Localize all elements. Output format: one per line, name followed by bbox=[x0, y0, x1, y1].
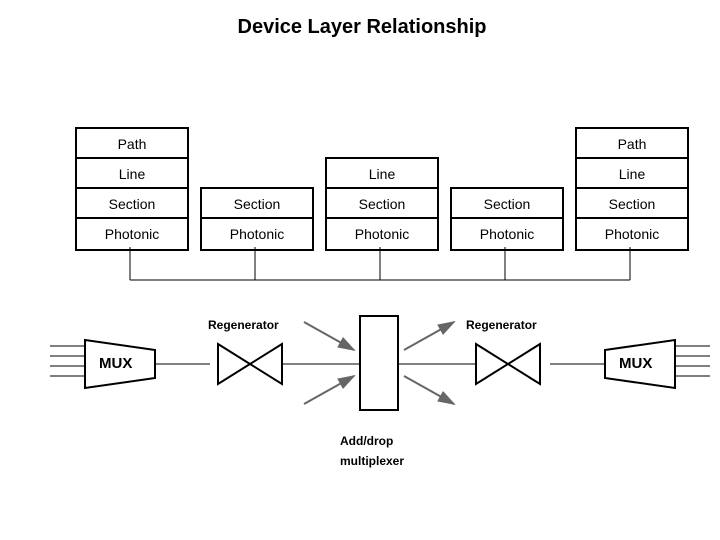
regenerator-label: Regenerator bbox=[466, 318, 537, 332]
mux-label: MUX bbox=[619, 355, 652, 372]
regenerator-label: Regenerator bbox=[208, 318, 279, 332]
mux-label: MUX bbox=[99, 355, 132, 372]
adm-label-2: multiplexer bbox=[340, 454, 404, 468]
adm-label-1: Add/drop bbox=[340, 434, 393, 448]
